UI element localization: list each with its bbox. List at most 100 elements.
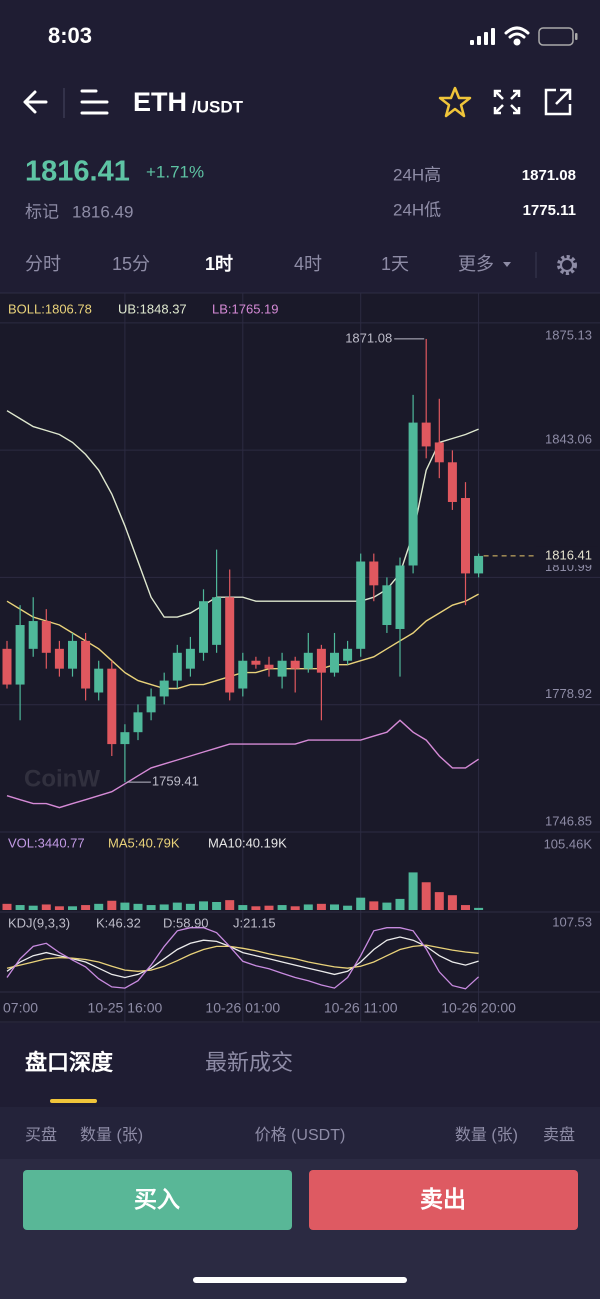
sell-label[interactable]: 卖出 [420, 1186, 466, 1212]
legend-label: K:46.32 [96, 915, 141, 930]
share-button[interactable] [544, 88, 572, 116]
volume-bar [120, 902, 130, 910]
volume-bar [225, 900, 235, 910]
candle-body [434, 442, 444, 463]
candle-body [474, 555, 484, 574]
buy-button[interactable] [23, 1170, 292, 1230]
tab-indicator [50, 1099, 97, 1103]
interval-tab-active[interactable]: 1时 [205, 254, 233, 274]
price-change: +1.71% [146, 162, 204, 181]
volume-bar [303, 904, 313, 910]
candle-body [330, 652, 339, 673]
favorite-button[interactable] [438, 86, 472, 118]
low-annotation: 1759.41 [152, 774, 199, 789]
volume-bar [395, 898, 405, 910]
volume-bar [15, 905, 25, 910]
candle-body [120, 732, 130, 745]
candle-body [264, 664, 274, 669]
legend-label: LB:1765.19 [212, 301, 279, 316]
volume-bar [133, 903, 143, 910]
candle-body [421, 422, 431, 447]
low-label: 24H低 [393, 200, 441, 219]
volume-bar [382, 902, 392, 910]
kdj-line [6, 944, 479, 972]
volume-bar [28, 905, 38, 910]
volume-bar [316, 903, 326, 910]
depth-tab[interactable]: 最新成交 [205, 1050, 293, 1075]
home-indicator [193, 1277, 407, 1283]
column-header: 买盘 [25, 1125, 57, 1144]
pair-base[interactable]: ETH [133, 87, 187, 117]
interval-tab[interactable]: 4时 [294, 254, 322, 274]
candle-body [81, 640, 91, 689]
dropdown-caret [503, 262, 511, 267]
volume-bar [356, 897, 366, 910]
interval-tab[interactable]: 分时 [25, 254, 61, 274]
volume-bar [54, 906, 64, 910]
volume-bar [330, 904, 339, 910]
chart-layer: 07:00 10-25 16:00 10-26 01:00 10-26 11:00 10… [0, 293, 600, 1022]
volume-bar [434, 892, 444, 910]
y-tick-label: 1843.06 [545, 432, 592, 447]
volume-bar [81, 905, 91, 910]
volume-bar [94, 903, 104, 910]
buy-label[interactable]: 买入 [134, 1186, 180, 1212]
volume-bar [107, 900, 117, 910]
fullscreen-button[interactable] [493, 89, 521, 115]
candle-body [382, 585, 392, 626]
depth-tab-active[interactable]: 盘口深度 [25, 1050, 114, 1075]
candle-body [146, 696, 156, 713]
candle-body [290, 660, 300, 669]
volume-bar [421, 882, 431, 910]
candle-body [107, 668, 117, 745]
legend-label: D:58.90 [163, 915, 209, 930]
volume-bar [172, 902, 182, 910]
candle-body [172, 652, 182, 681]
interval-tab[interactable]: 1天 [381, 254, 409, 274]
high-value: 1871.08 [522, 167, 576, 184]
candle-body [461, 498, 470, 574]
settings-button[interactable] [557, 255, 577, 275]
candle-body [395, 565, 405, 629]
volume-bar [369, 901, 379, 910]
wifi-icon [504, 26, 530, 46]
back-button[interactable] [23, 90, 48, 114]
legend-label: MA10:40.19K [208, 835, 287, 850]
pair-quote[interactable]: /USDT [192, 97, 244, 116]
legend-label: VOL:3440.77 [8, 835, 85, 850]
x-tick-label: 10-26 11:00 [324, 1000, 398, 1016]
candle-body [15, 625, 25, 685]
sell-button[interactable] [309, 1170, 578, 1230]
interval-tab[interactable]: 15分 [112, 254, 150, 274]
high-label: 24H高 [393, 165, 441, 184]
y-tick-label: 105.46K [544, 836, 593, 851]
menu-button[interactable] [80, 89, 109, 115]
candle-body [159, 680, 169, 697]
candle-body [408, 422, 418, 566]
battery-icon [538, 27, 578, 46]
interval-tab-more[interactable]: 更多 [458, 254, 494, 274]
candle-body [94, 668, 104, 693]
kdj-line [6, 927, 480, 990]
boll-line [6, 719, 479, 809]
volume-bar [185, 903, 195, 910]
volume-bar [146, 905, 156, 910]
candle-body [133, 712, 143, 733]
candle-body [54, 648, 64, 669]
volume-bar [41, 904, 51, 910]
signal-icon [470, 28, 495, 45]
candle-body [68, 640, 77, 669]
kdj-line [6, 936, 479, 979]
volume-bar [474, 907, 484, 910]
volume-bar [68, 906, 77, 910]
volume-bar [159, 904, 169, 910]
column-header: 价格 (USDT) [255, 1126, 346, 1144]
volume-bar [238, 905, 248, 910]
volume-bar [212, 901, 222, 910]
candle-body [212, 597, 222, 645]
y-tick-label: 1778.92 [545, 686, 592, 701]
volume-bar [343, 905, 353, 910]
candle-body [251, 660, 261, 665]
candle-body [316, 648, 326, 673]
